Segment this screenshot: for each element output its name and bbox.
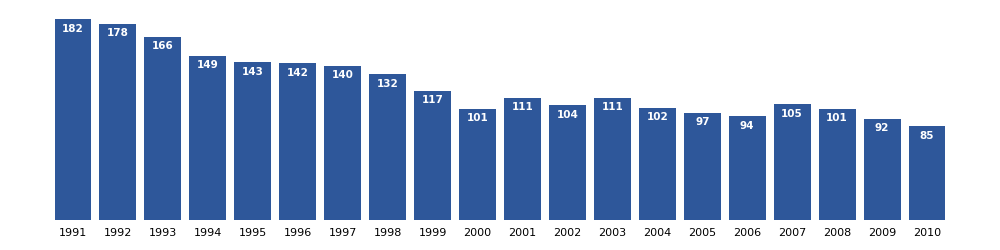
Bar: [909, 126, 945, 220]
Text: 111: 111: [512, 102, 533, 112]
Bar: [234, 62, 271, 220]
Text: 102: 102: [646, 112, 668, 122]
Bar: [594, 98, 631, 220]
Text: 182: 182: [62, 24, 84, 34]
Bar: [279, 64, 316, 220]
Bar: [414, 91, 451, 220]
Text: 117: 117: [422, 96, 444, 106]
Text: 149: 149: [197, 60, 219, 70]
Text: 97: 97: [695, 118, 710, 128]
Text: 166: 166: [152, 42, 174, 51]
Bar: [729, 116, 766, 220]
Text: 92: 92: [875, 123, 889, 133]
Bar: [864, 118, 901, 220]
Bar: [369, 74, 406, 220]
Bar: [459, 109, 496, 220]
Text: 105: 105: [781, 109, 803, 119]
Bar: [324, 66, 361, 220]
Bar: [774, 104, 811, 220]
Text: 142: 142: [287, 68, 309, 78]
Text: 132: 132: [377, 79, 398, 89]
Bar: [819, 109, 856, 220]
Text: 111: 111: [602, 102, 623, 112]
Text: 101: 101: [826, 113, 848, 123]
Bar: [504, 98, 541, 220]
Text: 178: 178: [107, 28, 129, 38]
Text: 85: 85: [920, 131, 934, 141]
Bar: [189, 56, 226, 220]
Bar: [684, 113, 721, 220]
Text: 94: 94: [740, 121, 754, 131]
Bar: [144, 37, 181, 220]
Bar: [639, 108, 676, 220]
Bar: [55, 19, 91, 220]
Bar: [549, 105, 586, 220]
Text: 104: 104: [556, 110, 578, 120]
Bar: [99, 24, 136, 220]
Text: 143: 143: [242, 67, 264, 77]
Text: 101: 101: [467, 113, 488, 123]
Text: 140: 140: [332, 70, 354, 80]
